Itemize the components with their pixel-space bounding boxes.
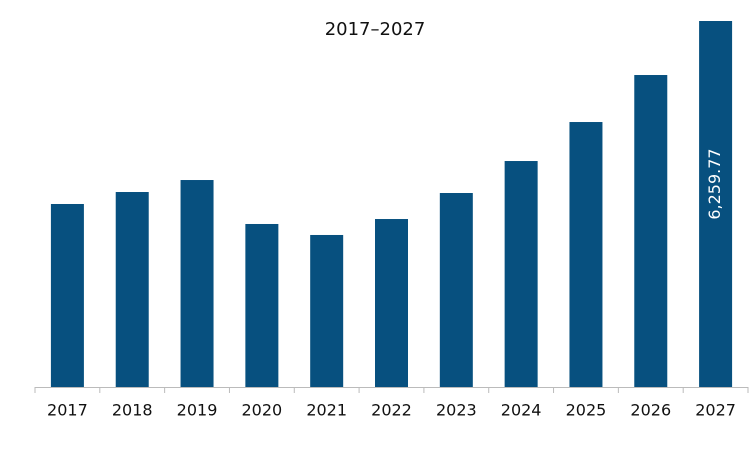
bar xyxy=(245,223,279,387)
bar xyxy=(504,161,538,387)
x-tick-label: 2020 xyxy=(242,401,283,420)
x-tick-label: 2018 xyxy=(112,401,153,420)
x-tick-label: 2023 xyxy=(436,401,477,420)
bar xyxy=(569,122,603,387)
bar xyxy=(439,193,473,387)
x-tick-label: 2022 xyxy=(371,401,412,420)
bar xyxy=(310,234,344,387)
x-tick-label: 2019 xyxy=(177,401,218,420)
chart-title: 2017–2027 xyxy=(325,19,426,40)
x-tick-label: 2027 xyxy=(695,401,736,420)
bar xyxy=(50,203,84,387)
x-tick-label: 2017 xyxy=(47,401,88,420)
x-tick-label: 2021 xyxy=(306,401,347,420)
x-tick-label: 2025 xyxy=(566,401,607,420)
bar xyxy=(180,180,214,387)
value-label: 6,259.77 xyxy=(705,148,724,219)
bar xyxy=(634,75,668,388)
bar xyxy=(375,219,408,387)
bar xyxy=(115,192,149,387)
bar xyxy=(699,21,733,387)
x-tick-label: 2024 xyxy=(501,401,542,420)
x-tick-label: 2026 xyxy=(630,401,671,420)
